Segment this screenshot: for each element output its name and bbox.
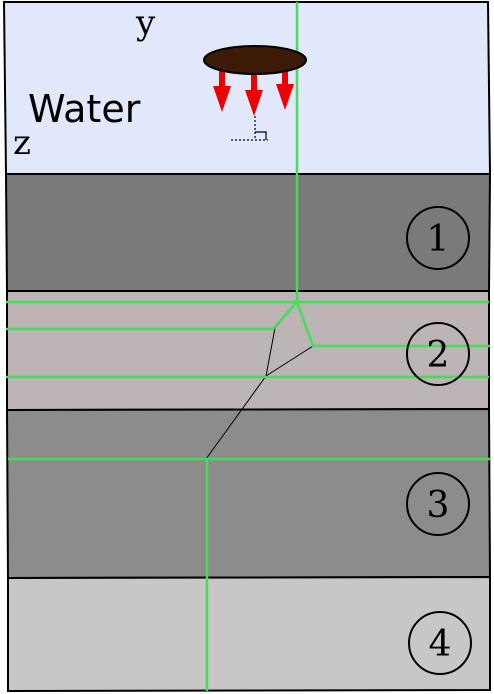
z-axis-label: z (13, 123, 31, 163)
ray-right-branch (295, 301, 490, 348)
water-label: Water (28, 87, 141, 131)
layer-4 (7, 575, 491, 693)
layer-number-4: 4 (429, 624, 452, 665)
y-axis-label: y (135, 3, 156, 43)
fracture-branch (265, 345, 314, 377)
layer-badge-3: 3 (406, 472, 470, 536)
right-angle-icon (231, 116, 268, 141)
layer-number-3: 3 (427, 485, 450, 526)
layer-2 (6, 290, 490, 412)
ray-left-branch (6, 301, 298, 331)
layer-badge-1: 1 (406, 206, 470, 270)
source-group (203, 45, 307, 116)
arrow-down-icon (213, 68, 294, 116)
layer-badge-2: 2 (406, 322, 470, 386)
ray-paths (6, 2, 490, 691)
layer-1 (4, 173, 492, 292)
source-disc-icon (203, 45, 307, 75)
layer-3 (5, 407, 492, 580)
layer-badge-4: 4 (408, 611, 472, 675)
layer-number-2: 2 (427, 335, 450, 376)
layer-number-1: 1 (427, 219, 450, 260)
